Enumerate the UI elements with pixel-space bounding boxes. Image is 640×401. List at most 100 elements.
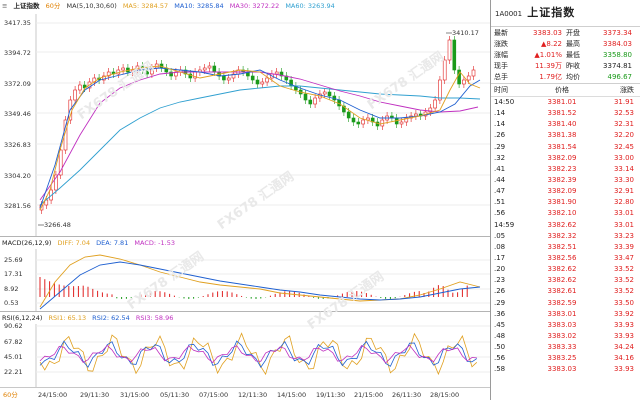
- rsi1-value: RSI1: 65.13: [48, 314, 87, 322]
- y-tick: 45.01: [4, 353, 23, 361]
- candle: [308, 99, 313, 105]
- quote-label: 最高: [566, 40, 580, 48]
- tick-row: .32 3382.09 33.00: [491, 153, 640, 164]
- candle: [313, 97, 317, 105]
- candle: [145, 69, 149, 75]
- tick-time: 14:59: [494, 220, 515, 229]
- tick-price: 3382.10: [547, 209, 577, 218]
- rsi2-value: RSI2: 62.54: [92, 314, 130, 322]
- panel-divider[interactable]: [0, 236, 490, 237]
- tick-change: 33.47: [613, 253, 634, 262]
- ma5-line: [39, 65, 481, 211]
- tick-time: .47: [494, 187, 506, 196]
- quote-label: 现手: [494, 62, 508, 70]
- x-tick: 07/15:00: [199, 391, 228, 399]
- tick-price: 3381.01: [547, 98, 577, 106]
- price-header: ≡ 上证指数 60分 MA(5,10,30,60) MA5: 3284.57 M…: [2, 0, 339, 13]
- quote-title: 1A0001 上证指数: [491, 0, 640, 27]
- index-title: 上证指数: [13, 2, 40, 10]
- quote-panel: 1A0001 上证指数 最新 3383.03 开盘 3373.34 涨跌 ▲8.…: [490, 0, 640, 400]
- tick-change: 32.20: [613, 131, 634, 140]
- tick-price: 3382.62: [547, 220, 577, 229]
- tick-change: 33.50: [613, 298, 634, 307]
- candle: [447, 39, 452, 61]
- candle: [404, 117, 409, 123]
- tick-row: .48 3383.02 33.93: [491, 331, 640, 342]
- tick-row: .29 3381.54 32.45: [491, 142, 640, 153]
- rsi3-value: RSI3: 58.96: [135, 314, 174, 322]
- tick-price: 3383.33: [547, 343, 577, 352]
- tick-row: 14:59 3382.62 33.01: [491, 220, 640, 231]
- tick-price: 3382.09: [547, 153, 577, 162]
- tick-row: .23 3382.62 33.52: [491, 275, 640, 286]
- macd-value: MACD: -1.53: [134, 239, 175, 247]
- high-marker: 3410.17: [446, 29, 479, 37]
- tick-change: 32.45: [613, 142, 634, 151]
- tick-row: .36 3383.01 33.92: [491, 309, 640, 320]
- tick-time: 14:50: [494, 98, 515, 106]
- y-tick: 3394.72: [4, 49, 31, 57]
- ticks-header: 时间 价格 涨跌: [491, 84, 640, 97]
- x-tick: 26/11:30: [392, 391, 421, 399]
- candle: [466, 75, 471, 81]
- candle: [303, 93, 308, 101]
- index-code: 1A0001: [495, 10, 523, 18]
- tick-change: 32.53: [613, 109, 634, 118]
- tick-price: 3381.40: [547, 120, 577, 129]
- tick-change: 33.93: [613, 331, 634, 340]
- x-tick: 29/11:30: [80, 391, 109, 399]
- col-header-time: 时间: [494, 86, 508, 94]
- candle: [438, 79, 442, 101]
- quote-grid: 最新 3383.03 开盘 3373.34 涨跌 ▲8.22 最高 3384.0…: [491, 27, 640, 84]
- x-axis: 60分 24/15:00 29/11:30 31/15:00 05/11:30 …: [0, 387, 490, 401]
- ma-item: MA10: 3285.84: [174, 2, 224, 10]
- panel-divider[interactable]: [0, 311, 490, 312]
- tick-row: .08 3382.51 33.39: [491, 242, 640, 253]
- tick-time: .45: [494, 320, 506, 329]
- candle: [106, 71, 111, 77]
- ticks-list[interactable]: 14:50 3381.01 31.91 .14 3381.52 32.53 .14 3381.…: [491, 97, 640, 376]
- tick-row: .56 3382.10 33.01: [491, 208, 640, 219]
- y-tick: 3417.35: [4, 19, 31, 27]
- price-chart: 3417.35 3394.72 3372.09 3349.46 3326.83 …: [4, 14, 490, 236]
- macd-panel: MACD(26,12,9) DIFF: 7.04 DEA: 7.81 MACD:…: [0, 237, 490, 311]
- price-grid: [36, 22, 490, 206]
- x-tick: 19/11:30: [316, 391, 345, 399]
- tick-change: 33.01: [613, 209, 634, 218]
- tick-row: .14 3381.40 32.31: [491, 119, 640, 130]
- candle: [226, 77, 231, 81]
- x-tick: 14/15:00: [277, 391, 306, 399]
- rsi-chart: 90.62 67.82 45.01 22.21: [4, 322, 490, 387]
- tick-time: .48: [494, 331, 506, 340]
- tick-time: .29: [494, 142, 506, 151]
- tick-row: .26 3382.61 33.52: [491, 286, 640, 297]
- menu-icon[interactable]: ≡: [2, 2, 8, 10]
- y-tick: 22.21: [4, 368, 23, 376]
- candle: [102, 75, 106, 81]
- x-tick: 12/11:30: [238, 391, 267, 399]
- tick-price: 3382.23: [547, 164, 577, 173]
- col-header-change: 涨跌: [620, 86, 634, 94]
- tick-time: .23: [494, 276, 506, 285]
- quote-label: 最新: [494, 29, 508, 37]
- tick-price: 3382.39: [547, 175, 577, 184]
- tick-change: 33.52: [613, 265, 634, 274]
- index-name: 上证指数: [527, 6, 576, 19]
- quote-label: 最低: [566, 51, 580, 59]
- tick-time: .08: [494, 242, 506, 251]
- tick-change: 33.52: [613, 287, 634, 296]
- rsi-title: RSI(6,12,24): [2, 314, 43, 322]
- tick-row: .51 3381.90 32.80: [491, 197, 640, 208]
- quote-value: 3383.03: [533, 29, 562, 37]
- y-tick: 67.82: [4, 338, 23, 346]
- price-y-ticks: 3417.35 3394.72 3372.09 3349.46 3326.83 …: [4, 19, 31, 210]
- candle: [202, 67, 207, 71]
- period-badge[interactable]: 60分: [45, 2, 61, 10]
- tick-row: .29 3382.59 33.50: [491, 298, 640, 309]
- col-header-price: 价格: [555, 86, 569, 94]
- ma-item: MA30: 3272.22: [229, 2, 280, 10]
- y-tick: 0.53: [4, 299, 18, 307]
- candle: [442, 59, 447, 81]
- tick-row: .26 3381.38 32.20: [491, 130, 640, 141]
- candles: [39, 36, 476, 214]
